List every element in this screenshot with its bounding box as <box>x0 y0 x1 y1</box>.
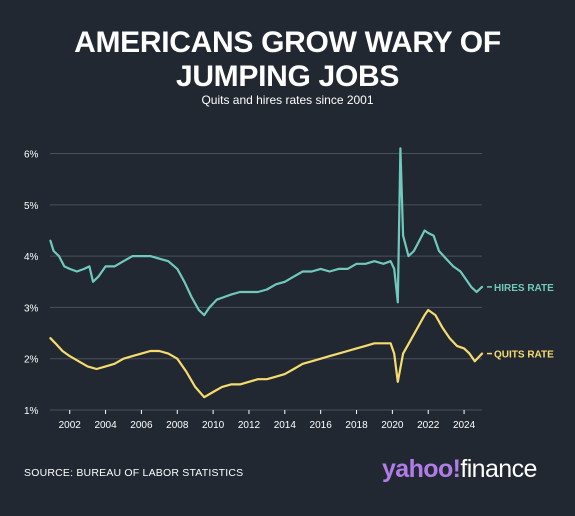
x-tick-label: 2020 <box>381 420 404 431</box>
y-tick-label: 6% <box>24 150 39 161</box>
y-tick-label: 2% <box>24 355 39 366</box>
x-tick-label: 2008 <box>166 420 189 431</box>
x-tick-label: 2018 <box>345 420 368 431</box>
x-tick-label: 2004 <box>94 420 117 431</box>
brand-part-finance: finance <box>460 455 537 483</box>
x-tick-label: 2016 <box>310 420 333 431</box>
series-line-1 <box>49 308 484 399</box>
y-tick-label: 1% <box>24 406 39 417</box>
chart-subtitle: Quits and hires rates since 2001 <box>201 93 374 107</box>
series-label: QUITS RATE <box>494 350 554 361</box>
x-tick-label: 2022 <box>417 420 440 431</box>
x-tick-label: 2010 <box>202 420 225 431</box>
yahoo-finance-logo: yahoo!finance <box>382 454 537 484</box>
x-tick-label: 2024 <box>453 420 476 431</box>
chart-title: AMERICANS GROW WARY OF JUMPING JOBS <box>74 26 501 93</box>
y-tick-label: 5% <box>24 201 39 212</box>
x-tick-label: 2002 <box>59 420 82 431</box>
source-note: SOURCE: BUREAU OF LABOR STATISTICS <box>24 467 244 479</box>
x-tick-label: 2014 <box>274 420 297 431</box>
y-tick-label: 3% <box>24 303 39 314</box>
y-tick-label: 4% <box>24 252 39 263</box>
brand-part-yahoo: yahoo! <box>382 455 461 483</box>
x-tick-label: 2006 <box>130 420 153 431</box>
series-label: HIRES RATE <box>494 283 554 294</box>
x-tick-label: 2012 <box>238 420 261 431</box>
series-line-0 <box>49 147 484 317</box>
